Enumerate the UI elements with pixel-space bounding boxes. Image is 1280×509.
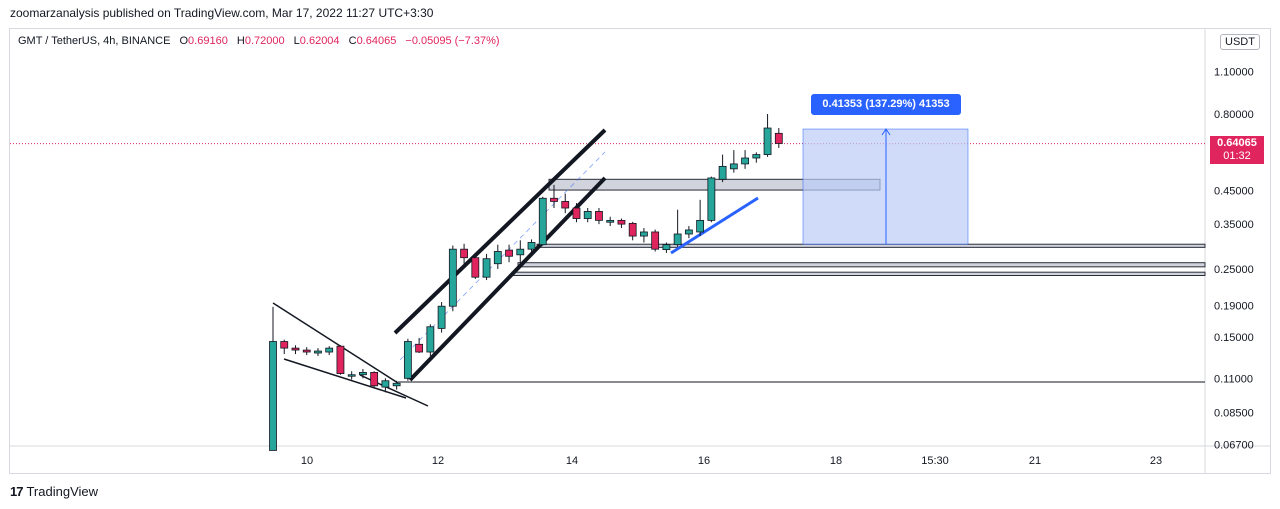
high-label: H: [236, 35, 245, 47]
wedge-upper-line: [272, 302, 399, 384]
candle-body: [471, 257, 480, 278]
channel-lower-line: [408, 176, 607, 382]
candle-body: [269, 341, 277, 451]
close-label: C: [348, 35, 357, 47]
candle-body: [415, 343, 424, 353]
high-value: 0.72000: [244, 35, 285, 47]
candle-body: [291, 347, 300, 351]
currency-selector[interactable]: USDT: [1220, 34, 1260, 50]
candle-body: [347, 374, 356, 377]
candle-body: [774, 132, 783, 144]
measure-label: 0.41353 (137.29%) 41353: [811, 94, 961, 115]
close-value: 0.64065: [356, 35, 397, 47]
tradingview-logo-icon: 17: [10, 484, 24, 499]
candle-body: [359, 371, 367, 376]
support-resistance-zone: [536, 243, 1206, 248]
support-resistance-zone: [511, 271, 1206, 277]
candle-body: [516, 248, 525, 256]
candle-body: [314, 350, 322, 354]
current-price-tag: 0.64065 01:32: [1210, 136, 1264, 164]
candle-body: [381, 380, 390, 388]
y-tick-label: 0.80000: [1214, 109, 1254, 121]
y-tick-label: 0.19000: [1214, 301, 1254, 313]
x-tick-label: 12: [432, 455, 444, 467]
candle-body: [561, 201, 570, 209]
publisher-line: zoomarzanalysis published on TradingView…: [10, 6, 434, 20]
candle-body: [426, 326, 435, 353]
candle-body: [505, 249, 513, 257]
candle-body: [302, 349, 311, 353]
candle-body: [527, 242, 536, 250]
candle-body: [403, 341, 412, 379]
y-tick-label: 0.35000: [1214, 219, 1254, 231]
bar-countdown: 01:32: [1223, 150, 1251, 162]
candle-body: [280, 341, 289, 349]
symbol-name[interactable]: GMT / TetherUS, 4h, BINANCE: [18, 35, 171, 47]
candle-body: [628, 222, 637, 237]
candle-body: [583, 211, 592, 219]
change-value: −0.05095 (−7.37%): [405, 35, 500, 47]
y-tick-label: 0.06700: [1214, 439, 1254, 451]
support-resistance-zone: [517, 262, 1206, 268]
candle-body: [336, 345, 345, 374]
candle-body: [493, 251, 502, 265]
candle-body: [640, 231, 648, 237]
candle-body: [538, 197, 547, 246]
candle-body: [718, 165, 727, 180]
candle-body: [437, 305, 446, 329]
candle-body: [763, 127, 772, 155]
candle-body: [595, 211, 603, 221]
x-tick-label: 14: [566, 455, 578, 467]
y-tick-label: 0.11000: [1214, 373, 1253, 385]
channel-midline: [399, 151, 606, 361]
candle-body: [707, 177, 716, 221]
current-price-value: 0.64065: [1217, 137, 1257, 149]
candle-body: [651, 231, 660, 250]
y-tick-label: 0.25000: [1214, 264, 1254, 276]
x-tick-label: 23: [1150, 455, 1162, 467]
candle-body: [460, 248, 468, 259]
candle-body: [550, 197, 558, 202]
tradingview-logo-text: TradingView: [26, 484, 99, 499]
candle-body: [662, 244, 671, 251]
low-label: L: [293, 35, 300, 47]
measure-arrowhead: [881, 128, 891, 136]
y-tick-label: 0.45000: [1214, 186, 1254, 198]
x-tick-label: 18: [830, 455, 842, 467]
symbol-legend: GMT / TetherUS, 4h, BINANCE O0.69160 H0.…: [18, 35, 500, 47]
tradingview-logo[interactable]: 17 TradingView: [10, 484, 98, 499]
candle-body: [729, 163, 738, 170]
candle-body: [617, 219, 626, 225]
open-value: 0.69160: [188, 35, 228, 47]
x-tick-label: 21: [1029, 455, 1041, 467]
candle-body: [673, 233, 682, 246]
chart-frame[interactable]: [9, 28, 1271, 474]
x-tick-label: 15:30: [921, 455, 949, 467]
candle-body: [696, 219, 705, 233]
x-tick-label: 10: [301, 455, 313, 467]
candle-body: [572, 207, 581, 219]
x-tick-label: 16: [698, 455, 710, 467]
candle-body: [752, 154, 761, 159]
y-tick-label: 0.08500: [1214, 408, 1254, 420]
channel-upper-line: [393, 128, 607, 335]
candle-body: [370, 371, 379, 387]
low-value: 0.62004: [299, 35, 340, 47]
y-tick-label: 1.10000: [1214, 67, 1254, 79]
open-label: O: [179, 35, 189, 47]
candle-body: [325, 347, 334, 353]
candle-body: [741, 157, 749, 165]
wedge-lower-line: [283, 358, 407, 399]
candle-body: [684, 229, 693, 235]
candle-body: [392, 382, 401, 387]
candle-body: [606, 219, 615, 223]
y-tick-label: 0.15000: [1214, 332, 1254, 344]
candle-body: [448, 248, 457, 307]
blue-trendline: [670, 196, 759, 255]
candle-body: [482, 258, 491, 278]
